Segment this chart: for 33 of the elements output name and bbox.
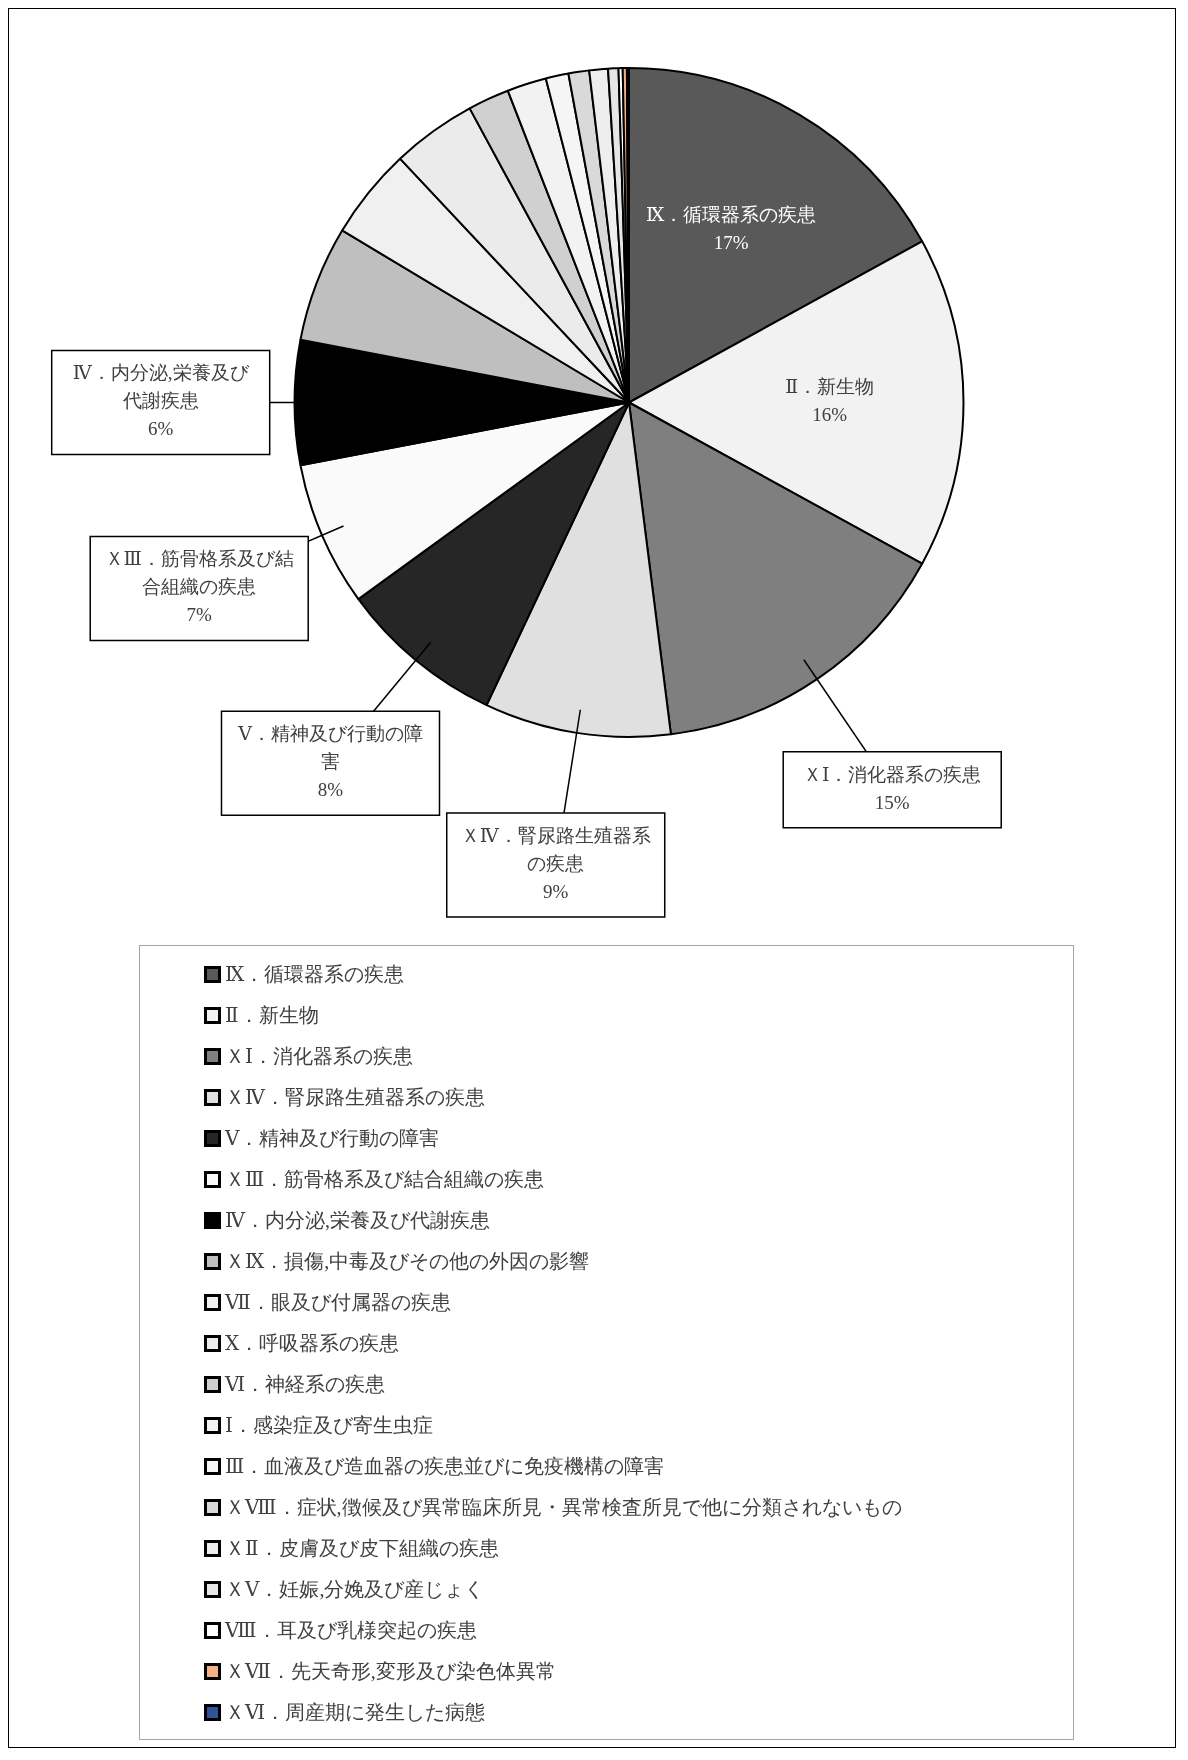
- legend-label: ＸⅡ．皮膚及び皮下組織の疾患: [225, 1536, 499, 1561]
- legend-label: Ⅴ．精神及び行動の障害: [225, 1126, 440, 1151]
- slice-label: Ⅸ．循環器系の疾患: [645, 203, 817, 225]
- legend-label: Ⅲ．血液及び造血器の疾患並びに免疫機構の障害: [225, 1454, 665, 1479]
- slice-label: Ⅴ．精神及び行動の障害: [237, 723, 423, 773]
- legend-label: Ⅸ．循環器系の疾患: [225, 962, 405, 987]
- legend-label: Ⅱ．新生物: [225, 1003, 319, 1028]
- data-label: 6%: [148, 418, 174, 440]
- data-label: 17%: [713, 231, 749, 253]
- legend-label: ＸⅠ．消化器系の疾患: [225, 1044, 413, 1069]
- slice-label: ＸⅢ．筋骨格系及び結合組織の疾患: [104, 548, 294, 598]
- legend-label: ＸⅤ．妊娠,分娩及び産じょく: [225, 1577, 485, 1602]
- data-label: 8%: [317, 779, 344, 801]
- legend-label: ＸⅥ．周産期に発生した病態: [225, 1700, 486, 1725]
- legend-label: Ⅶ．眼及び付属器の疾患: [225, 1290, 451, 1315]
- data-label: 15%: [874, 791, 910, 813]
- legend-label: ＸⅧ．症状,徴候及び異常臨床所見・異常検査所見で他に分類されないもの: [225, 1495, 902, 1520]
- data-label: 16%: [812, 404, 848, 426]
- slice-label: ＸⅠ．消化器系の疾患: [802, 763, 982, 785]
- legend-label: Ⅰ．感染症及び寄生虫症: [225, 1413, 433, 1438]
- legend-label: ＸⅨ．損傷,中毒及びその他の外因の影響: [225, 1249, 590, 1274]
- data-label: 7%: [186, 604, 213, 626]
- legend-label: Ⅷ．耳及び乳様突起の疾患: [225, 1618, 477, 1643]
- slice-label: Ⅱ．新生物: [785, 376, 875, 398]
- legend-label: ＸⅦ．先天奇形,変形及び染色体異常: [225, 1659, 556, 1684]
- legend-label: Ⅵ．神経系の疾患: [225, 1372, 386, 1397]
- slice-label: ＸⅣ．腎尿路生殖器系の疾患: [460, 825, 651, 875]
- data-label: 9%: [543, 881, 569, 903]
- slice-label: Ⅳ．内分泌,栄養及び代謝疾患: [72, 362, 250, 412]
- legend-label: ＸⅢ．筋骨格系及び結合組織の疾患: [225, 1167, 545, 1192]
- legend-label: Ⅹ．呼吸器系の疾患: [225, 1331, 400, 1356]
- legend-label: Ⅳ．内分泌,栄養及び代謝疾患: [225, 1208, 490, 1233]
- legend-label: ＸⅣ．腎尿路生殖器系の疾患: [225, 1085, 485, 1110]
